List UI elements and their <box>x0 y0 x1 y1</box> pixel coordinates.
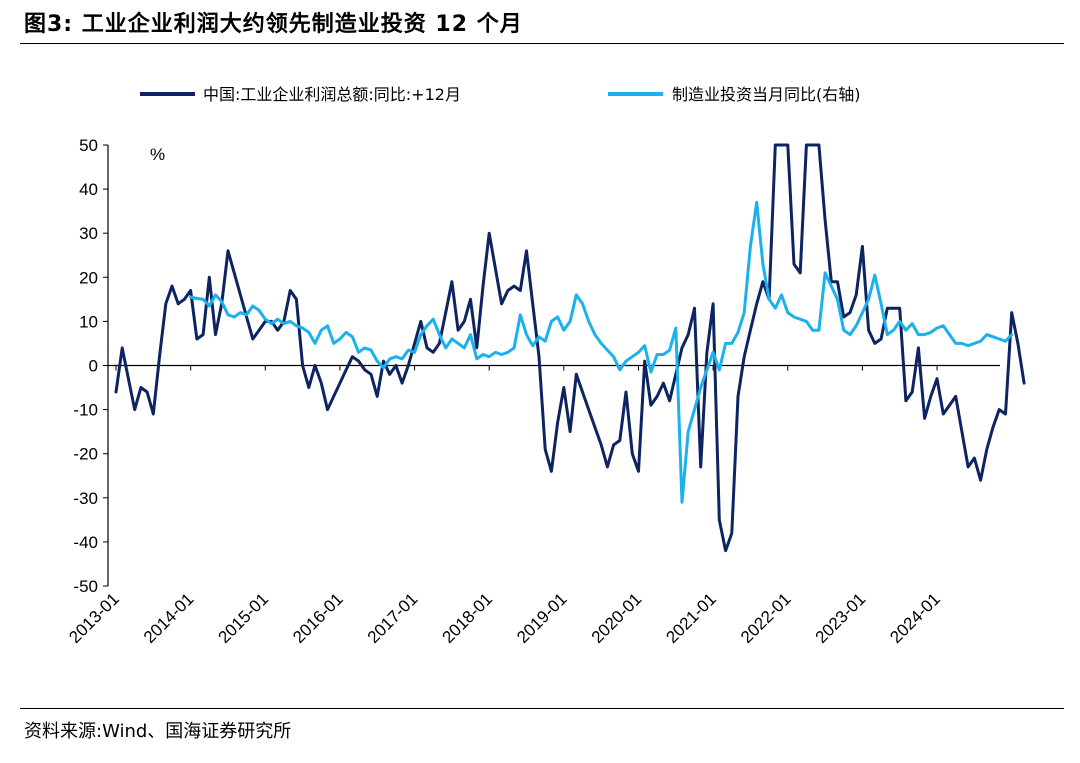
figure-title: 图3: 工业企业利润大约领先制造业投资 12 个月 <box>24 12 523 37</box>
y-tick-label: -40 <box>73 533 98 552</box>
legend: 中国:工业企业利润总额:同比:+12月 制造业投资当月同比(右轴) <box>140 85 861 104</box>
y-tick-label: 20 <box>79 268 98 287</box>
y-tick-label: 40 <box>79 180 98 199</box>
x-tick-label: 2021-01 <box>662 589 720 647</box>
x-tick-label: 2020-01 <box>588 589 646 647</box>
series-line-2 <box>189 200 1014 504</box>
x-tick-label: 2019-01 <box>513 589 571 647</box>
x-tick-label: 2023-01 <box>812 589 870 647</box>
x-tick-label: 2022-01 <box>737 589 795 647</box>
y-tick-label: -10 <box>73 401 98 420</box>
y-tick-label: 10 <box>79 312 98 331</box>
x-tick-label: 2015-01 <box>215 589 273 647</box>
y-tick-label: -50 <box>73 577 98 596</box>
y-tick-label: 30 <box>79 224 98 243</box>
legend-label-2: 制造业投资当月同比(右轴) <box>672 85 861 104</box>
x-tick-label: 2016-01 <box>289 589 347 647</box>
x-tick-label: 2017-01 <box>364 589 422 647</box>
x-tick-label: 2014-01 <box>140 589 198 647</box>
axes: -50 -40 -30 -20 -10 0 10 20 30 40 50 2013-01 2014-01… <box>65 136 1000 647</box>
series-line-1 <box>114 143 1026 553</box>
line-chart: 中国:工业企业利润总额:同比:+12月 制造业投资当月同比(右轴) % -50 -4… <box>65 85 1026 647</box>
x-tick-label: 2024-01 <box>886 589 944 647</box>
y-tick-label: -30 <box>73 489 98 508</box>
y-tick-label: 50 <box>79 136 98 155</box>
x-tick-label: 2013-01 <box>65 589 123 647</box>
bottom-rule <box>20 708 1064 709</box>
y-tick-label: 0 <box>89 357 98 376</box>
x-tick-label: 2018-01 <box>438 589 496 647</box>
source-note: 资料来源:Wind、国海证券研究所 <box>24 721 292 742</box>
y-tick-label: -20 <box>73 445 98 464</box>
legend-label-1: 中国:工业企业利润总额:同比:+12月 <box>203 85 461 104</box>
top-rule <box>20 43 1064 44</box>
y-axis-unit-label: % <box>150 145 165 164</box>
series-layer <box>114 143 1026 553</box>
